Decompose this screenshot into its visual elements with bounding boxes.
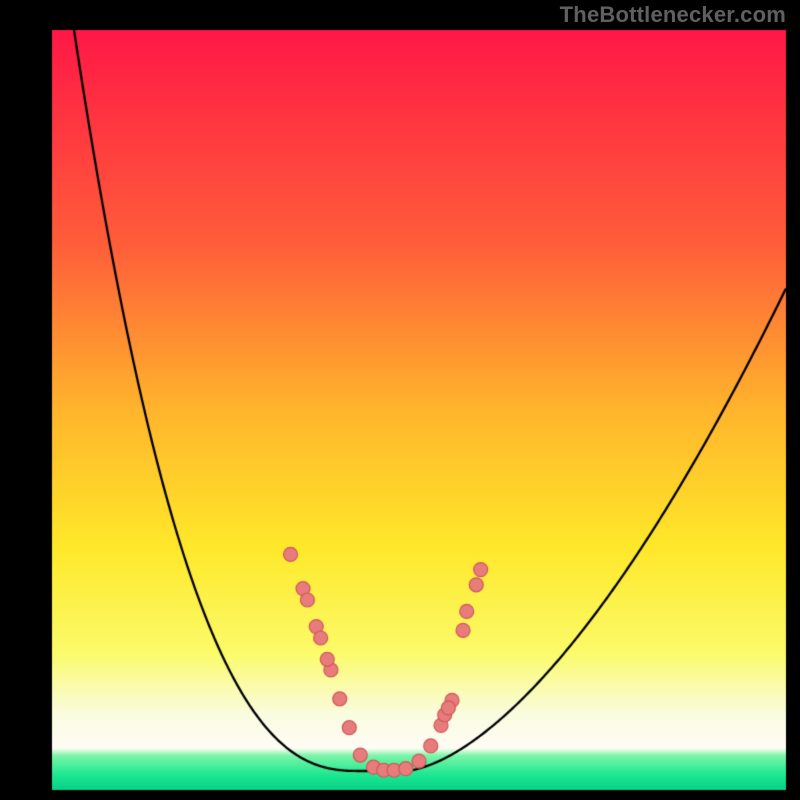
watermark-text: TheBottlenecker.com (560, 2, 786, 28)
chart-canvas (0, 0, 800, 800)
chart-container: TheBottlenecker.com (0, 0, 800, 800)
